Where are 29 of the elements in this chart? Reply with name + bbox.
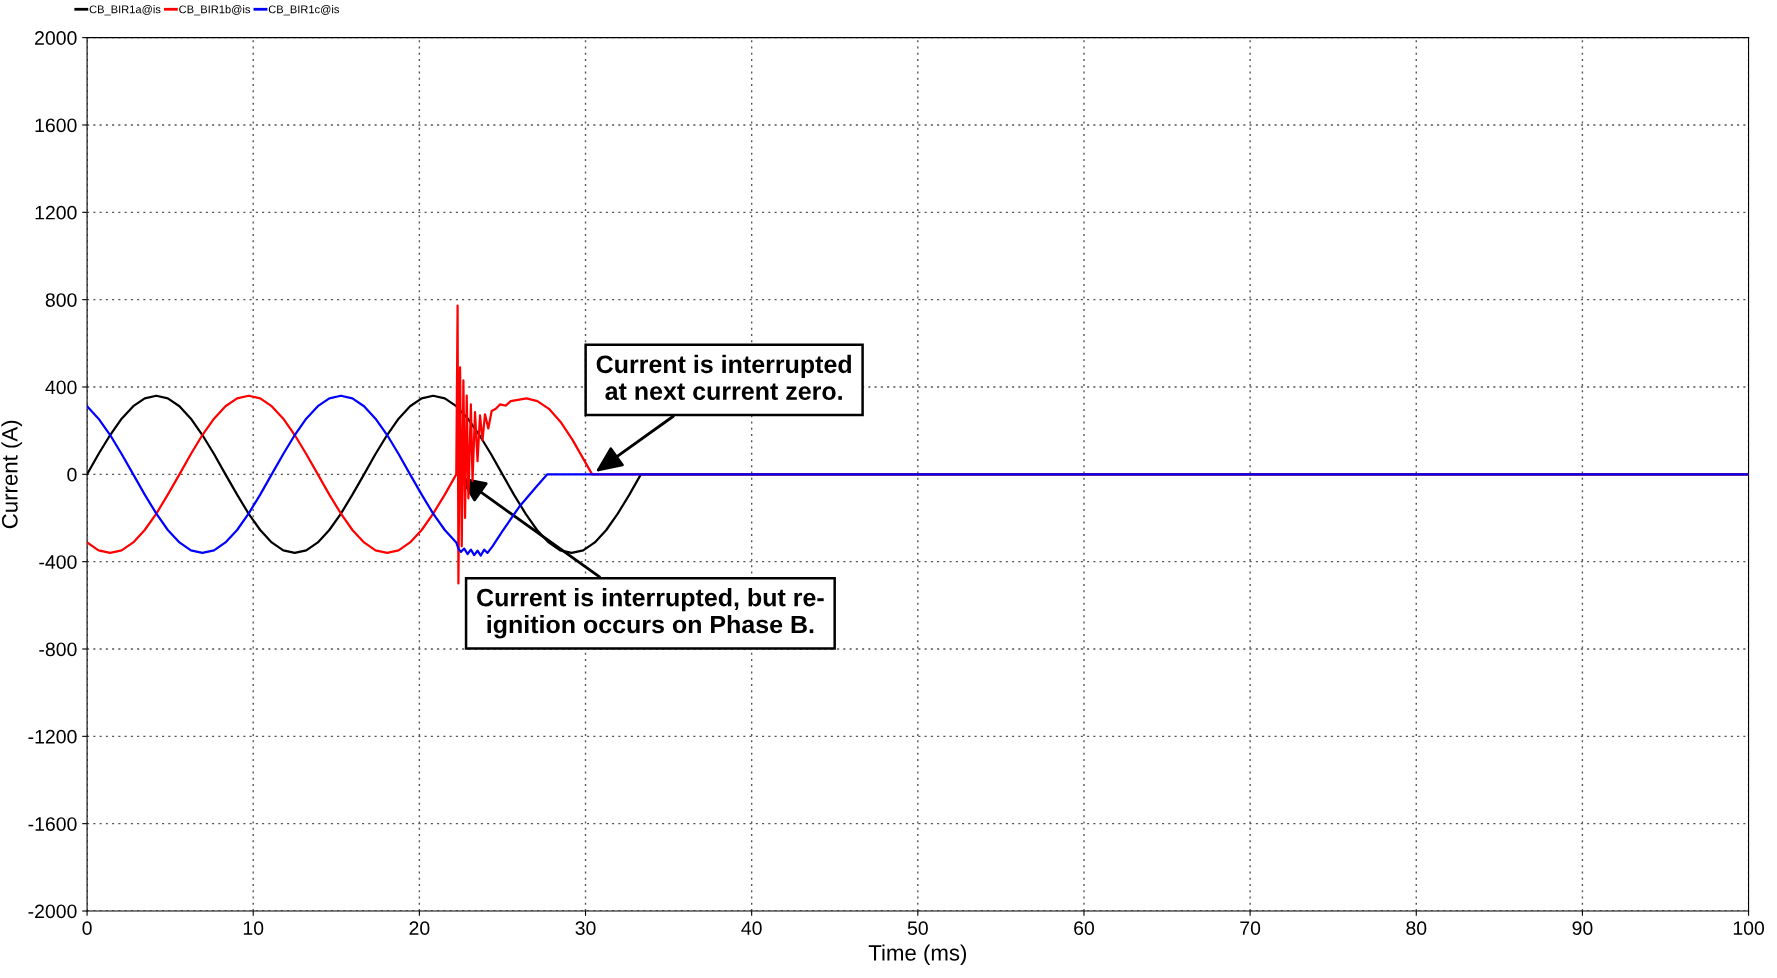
x-tick-label: 100 — [1733, 921, 1765, 936]
x-tick-label: 0 — [82, 921, 92, 936]
y-tick-label: -400 — [39, 555, 77, 569]
y-tick-label: 1600 — [35, 118, 77, 133]
y-tick-label: 1200 — [35, 205, 77, 220]
y-axis-title: Current (A) — [1, 420, 23, 529]
x-tick-label: 90 — [1572, 921, 1593, 936]
x-tick-label: 70 — [1240, 921, 1261, 936]
x-tick-label: 50 — [907, 921, 928, 936]
x-tick-label: 40 — [741, 921, 762, 936]
annotation: Current is interrupted at next current zero. — [596, 354, 851, 401]
legend-label: CB_BIR1b@is — [179, 5, 251, 16]
y-tick-label: -1600 — [28, 817, 77, 831]
x-tick-label: 10 — [243, 921, 264, 936]
y-tick-label: -800 — [39, 642, 77, 657]
y-tick-label: 0 — [67, 467, 77, 482]
y-tick-label: -1200 — [28, 729, 77, 744]
y-tick-label: -2000 — [28, 904, 77, 919]
x-tick-label: 30 — [575, 921, 596, 936]
x-tick-label: 60 — [1074, 921, 1095, 936]
annotation: Current is interrupted, but re- ignition occurs on Phase B. — [477, 588, 824, 639]
y-tick-label: 2000 — [35, 31, 77, 45]
x-tick-label: 20 — [409, 921, 430, 936]
legend-label: CB_BIR1a@is — [89, 5, 161, 16]
x-tick-label: 80 — [1406, 921, 1427, 936]
x-axis-title: Time (ms) — [868, 944, 967, 966]
y-tick-label: 800 — [45, 293, 77, 307]
legend-label: CB_BIR1c@is — [268, 5, 340, 16]
y-tick-label: 400 — [45, 380, 77, 395]
